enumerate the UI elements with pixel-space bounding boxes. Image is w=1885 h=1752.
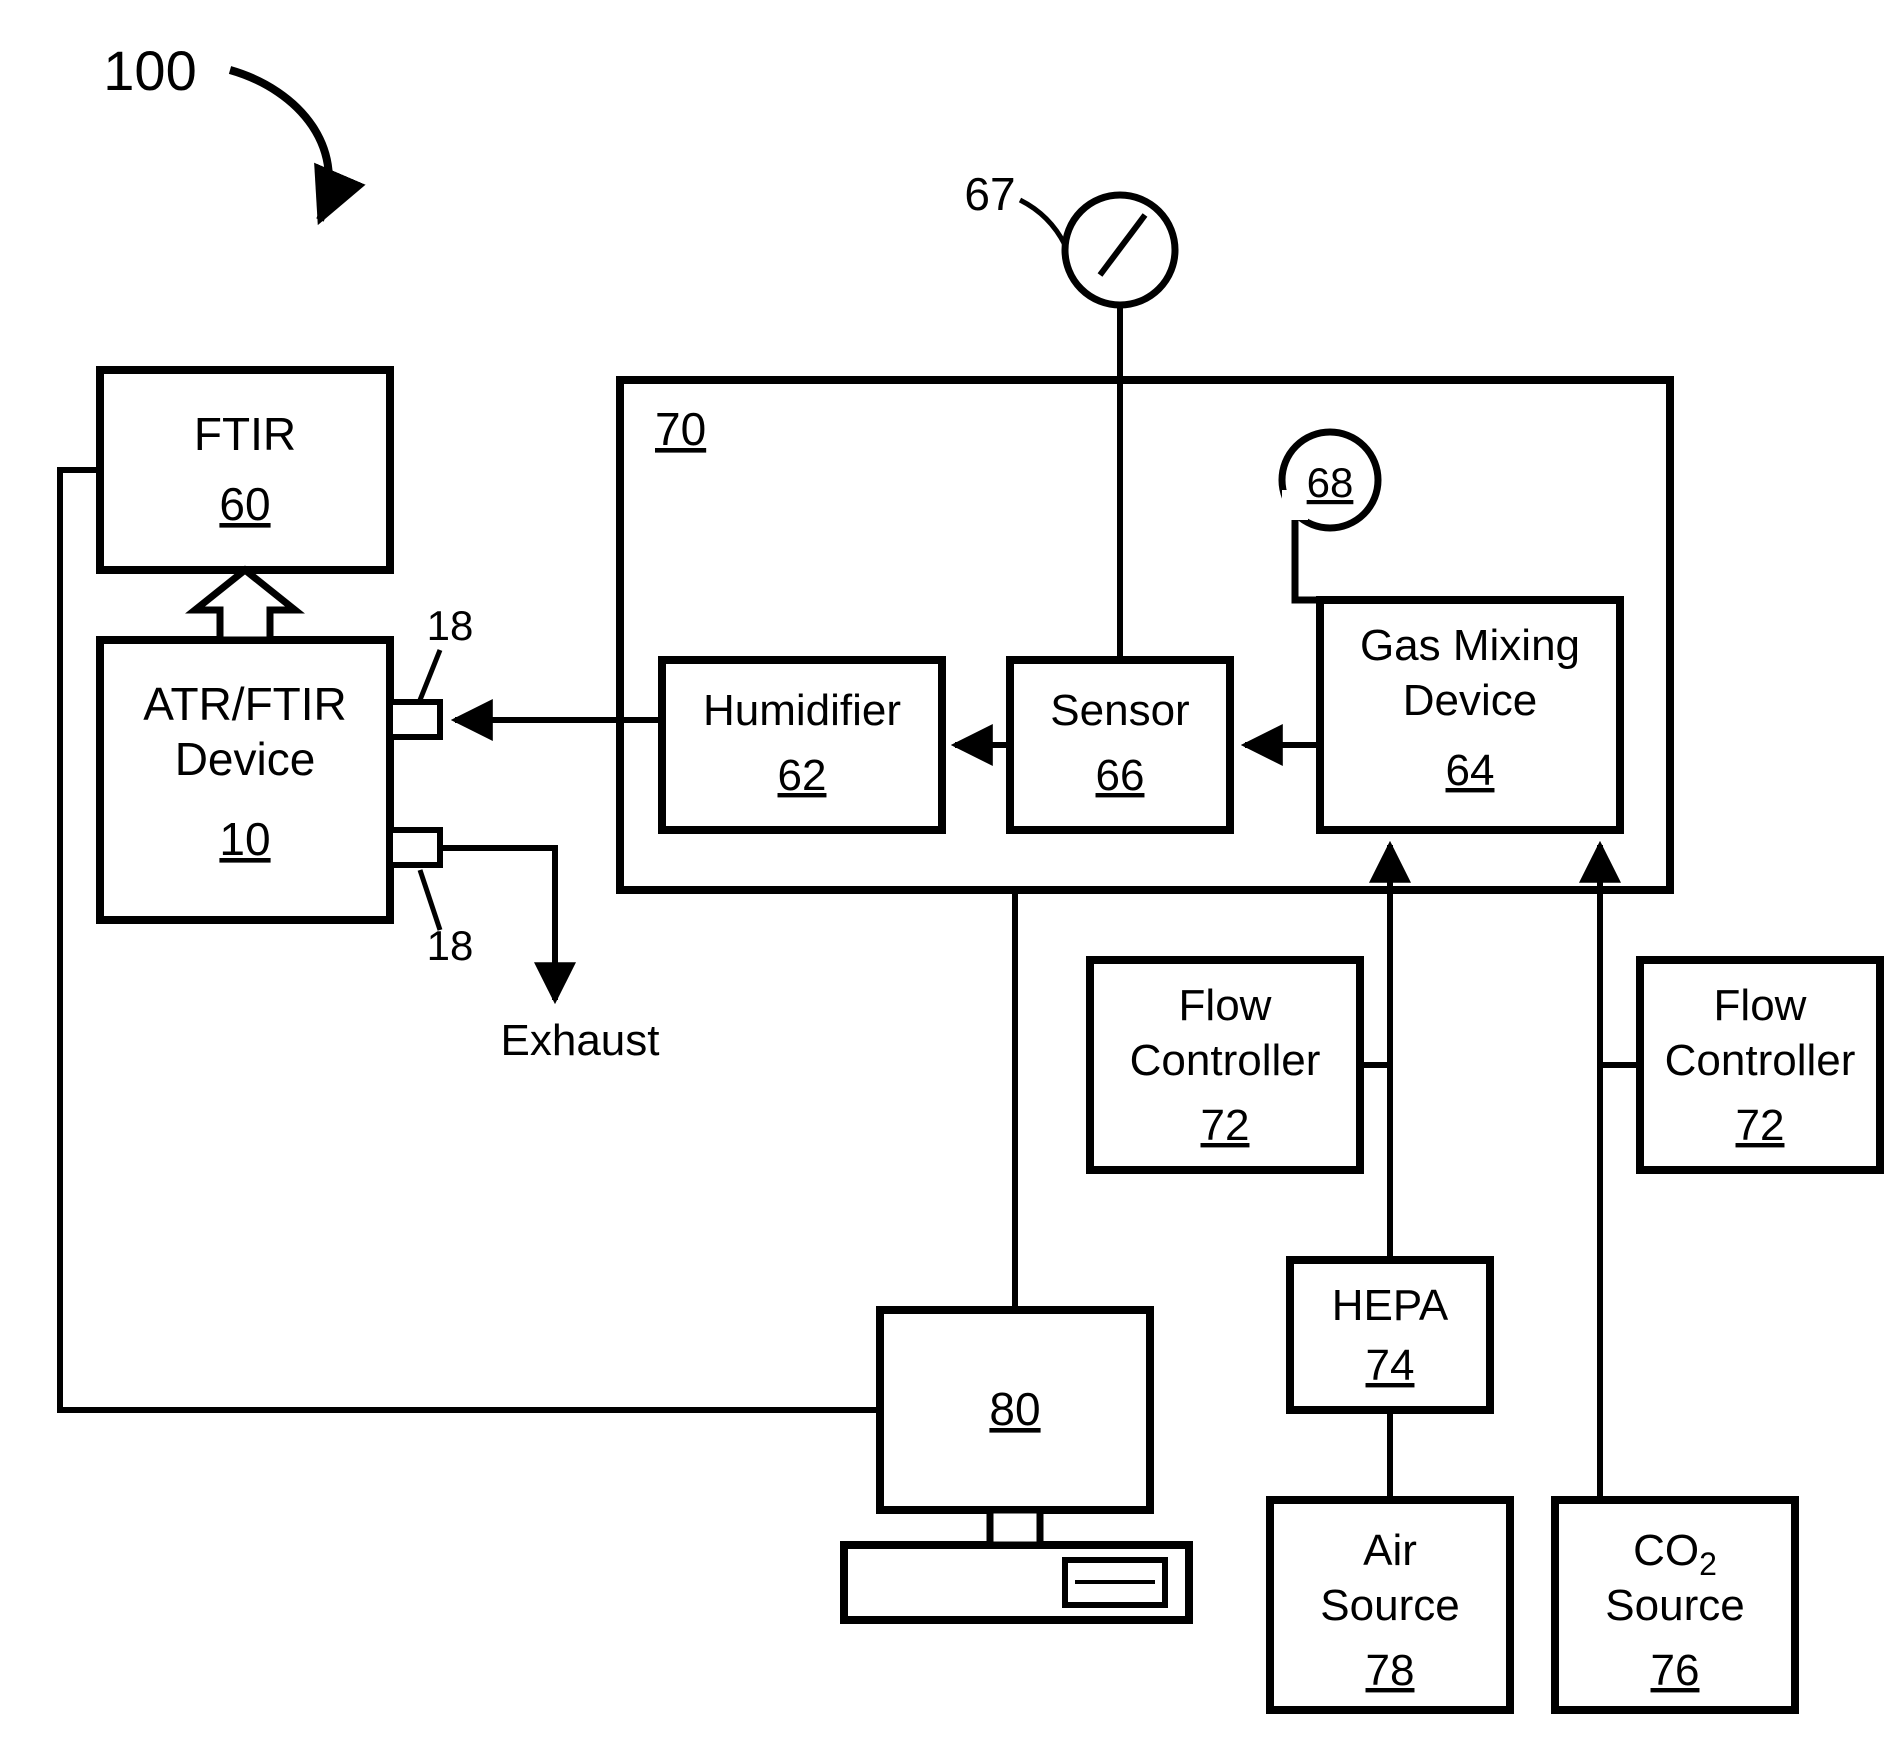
- port-upper: [390, 702, 440, 737]
- diagram-root: 100 FTIR 60 ATR/FTIR Device 10 18 18 Exh…: [0, 0, 1885, 1752]
- co2-source-connector: [1600, 1470, 1675, 1500]
- gas-mixing-label-2: Device: [1403, 676, 1538, 725]
- ftir-label: FTIR: [194, 408, 296, 460]
- exhaust-label: Exhaust: [501, 1016, 660, 1065]
- co2-prefix: CO: [1633, 1526, 1699, 1575]
- atr-ftir-label-1: ATR/FTIR: [143, 678, 347, 730]
- flow-controller-right-l1: Flow: [1714, 981, 1807, 1030]
- co2-sub: 2: [1699, 1546, 1717, 1582]
- flow-controller-left-ref: 72: [1201, 1101, 1250, 1150]
- gauge-ref: 67: [964, 168, 1015, 220]
- air-source-l1: Air: [1363, 1526, 1417, 1575]
- flow-controller-left-l2: Controller: [1130, 1036, 1321, 1085]
- hepa-label: HEPA: [1332, 1281, 1449, 1330]
- humidifier-label: Humidifier: [703, 686, 901, 735]
- humidifier-ref: 62: [778, 751, 827, 800]
- flow-controller-right-l2: Controller: [1665, 1036, 1856, 1085]
- ftir-box: [100, 370, 390, 570]
- sensor-label: Sensor: [1050, 686, 1189, 735]
- chamber-ref: 70: [655, 403, 706, 455]
- gauge-leader: [1020, 200, 1065, 245]
- flow-controller-right-ref: 72: [1736, 1101, 1785, 1150]
- co2-source-ref: 76: [1651, 1646, 1700, 1695]
- ref-system-arrow: [230, 70, 329, 220]
- port-lower-to-exhaust: [440, 848, 555, 870]
- port-lower-ref: 18: [427, 922, 474, 969]
- gas-mixing-label-1: Gas Mixing: [1360, 621, 1580, 670]
- flow-controller-left-l1: Flow: [1179, 981, 1272, 1030]
- port-lower-leader: [420, 870, 440, 930]
- ftir-ref: 60: [219, 478, 270, 530]
- air-source-l2: Source: [1320, 1581, 1459, 1630]
- co2-source-l2: Source: [1605, 1581, 1744, 1630]
- block-arrow-up: [195, 570, 295, 640]
- computer-icon: [844, 1310, 1189, 1620]
- atr-ftir-ref: 10: [219, 813, 270, 865]
- air-source-ref: 78: [1366, 1646, 1415, 1695]
- port-upper-leader: [420, 650, 440, 700]
- port-lower: [390, 830, 440, 865]
- hepa-ref: 74: [1366, 1341, 1415, 1390]
- sensor-ref: 66: [1096, 751, 1145, 800]
- probe-ref: 68: [1307, 459, 1354, 506]
- computer-ref: 80: [989, 1383, 1040, 1435]
- ref-system: 100: [103, 39, 196, 102]
- atr-ftir-label-2: Device: [175, 733, 316, 785]
- gas-mixing-ref: 64: [1446, 746, 1495, 795]
- port-upper-ref: 18: [427, 602, 474, 649]
